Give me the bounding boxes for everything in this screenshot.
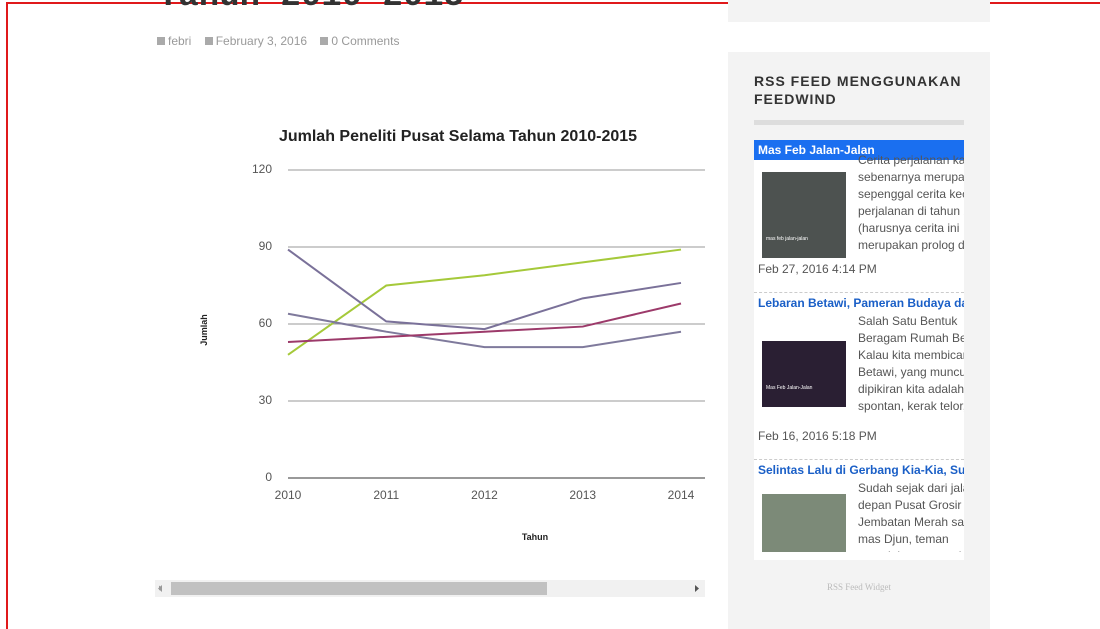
- thumb-caption: mas feb jalan-jalan: [766, 236, 808, 242]
- widget-title: RSS FEED MENGGUNAKAN FEEDWIND: [754, 73, 962, 107]
- y-tick-label: 0: [265, 470, 272, 484]
- feed-item-date: Feb 27, 2016 4:14 PM: [758, 262, 877, 276]
- thumb-caption: Mas Feb Jalan-Jalan: [766, 385, 813, 391]
- feed-item-text: Cerita perjalanan kali ini sebenarnya me…: [858, 153, 964, 252]
- y-tick-label: 120: [252, 162, 272, 176]
- series-line: [287, 248, 682, 356]
- chart: Jumlah Peneliti Pusat Selama Tahun 2010-…: [155, 128, 705, 597]
- feed-item-title[interactable]: Lebaran Betawi, Pameran Budaya dan Kulin…: [758, 296, 964, 310]
- feed-item[interactable]: Selintas Lalu di Gerbang Kia-Kia, Suraba…: [754, 460, 964, 560]
- date[interactable]: February 3, 2016: [204, 34, 308, 48]
- divider: [754, 120, 964, 125]
- x-tick-label: 2012: [471, 488, 498, 502]
- author[interactable]: febri: [157, 34, 191, 48]
- feed-item-text: Salah Satu Bentuk Beragam Rumah Betawi K…: [858, 314, 964, 413]
- author-text[interactable]: febri: [168, 34, 192, 48]
- scroll-left[interactable]: [158, 585, 162, 592]
- x-tick-label: 2010: [275, 488, 302, 502]
- series-line: [287, 248, 682, 331]
- comments[interactable]: 0 Comments: [320, 34, 399, 48]
- frame: [6, 2, 1100, 629]
- x-tick-label: 2014: [668, 488, 695, 502]
- x-axis-label: Tahun: [522, 532, 548, 542]
- x-tick-label: 2011: [373, 488, 399, 502]
- y-axis-label: Jumlah: [199, 314, 209, 346]
- y-tick-label: 30: [259, 393, 273, 407]
- series-line: [287, 302, 682, 343]
- thumbnail[interactable]: [762, 494, 846, 552]
- date-text[interactable]: February 3, 2016: [215, 34, 308, 48]
- y-tick-label: 60: [259, 316, 273, 330]
- scroll-thumb[interactable]: [171, 582, 547, 595]
- feed: Mas Feb Jalan-Jalan mas feb jalan-jalan …: [754, 140, 964, 560]
- series-line: [287, 312, 682, 349]
- feed-item-text: Sudah sejak dari jalan depan Pusat Grosi…: [858, 481, 964, 552]
- widget-footer[interactable]: RSS Feed Widget: [827, 582, 891, 592]
- feed-item[interactable]: Mas Feb Jalan-Jalan mas feb jalan-jalan …: [754, 140, 964, 293]
- post-meta: febri February 3, 2016 0 Comments: [157, 34, 409, 48]
- thumbnail[interactable]: Mas Feb Jalan-Jalan: [762, 341, 846, 407]
- scroll-right[interactable]: [695, 585, 699, 592]
- feed-item-title[interactable]: Mas Feb Jalan-Jalan: [754, 140, 964, 160]
- comments-text[interactable]: 0 Comments: [331, 34, 400, 48]
- sidebar-top: [728, 0, 990, 22]
- feed-item-title[interactable]: Selintas Lalu di Gerbang Kia-Kia, Suraba…: [758, 463, 964, 477]
- thumbnail[interactable]: mas feb jalan-jalan: [762, 172, 846, 258]
- y-tick-label: 90: [259, 239, 273, 253]
- feed-item-date: Feb 16, 2016 5:18 PM: [758, 429, 877, 443]
- chart-title: Jumlah Peneliti Pusat Selama Tahun 2010-…: [279, 128, 637, 145]
- x-tick-label: 2013: [569, 488, 596, 502]
- post-title: Tahun 2010-2015: [158, 0, 464, 16]
- sidebar-widget: RSS FEED MENGGUNAKAN FEEDWIND Mas Feb Ja…: [728, 52, 990, 629]
- feed-item[interactable]: Lebaran Betawi, Pameran Budaya dan Kulin…: [754, 293, 964, 460]
